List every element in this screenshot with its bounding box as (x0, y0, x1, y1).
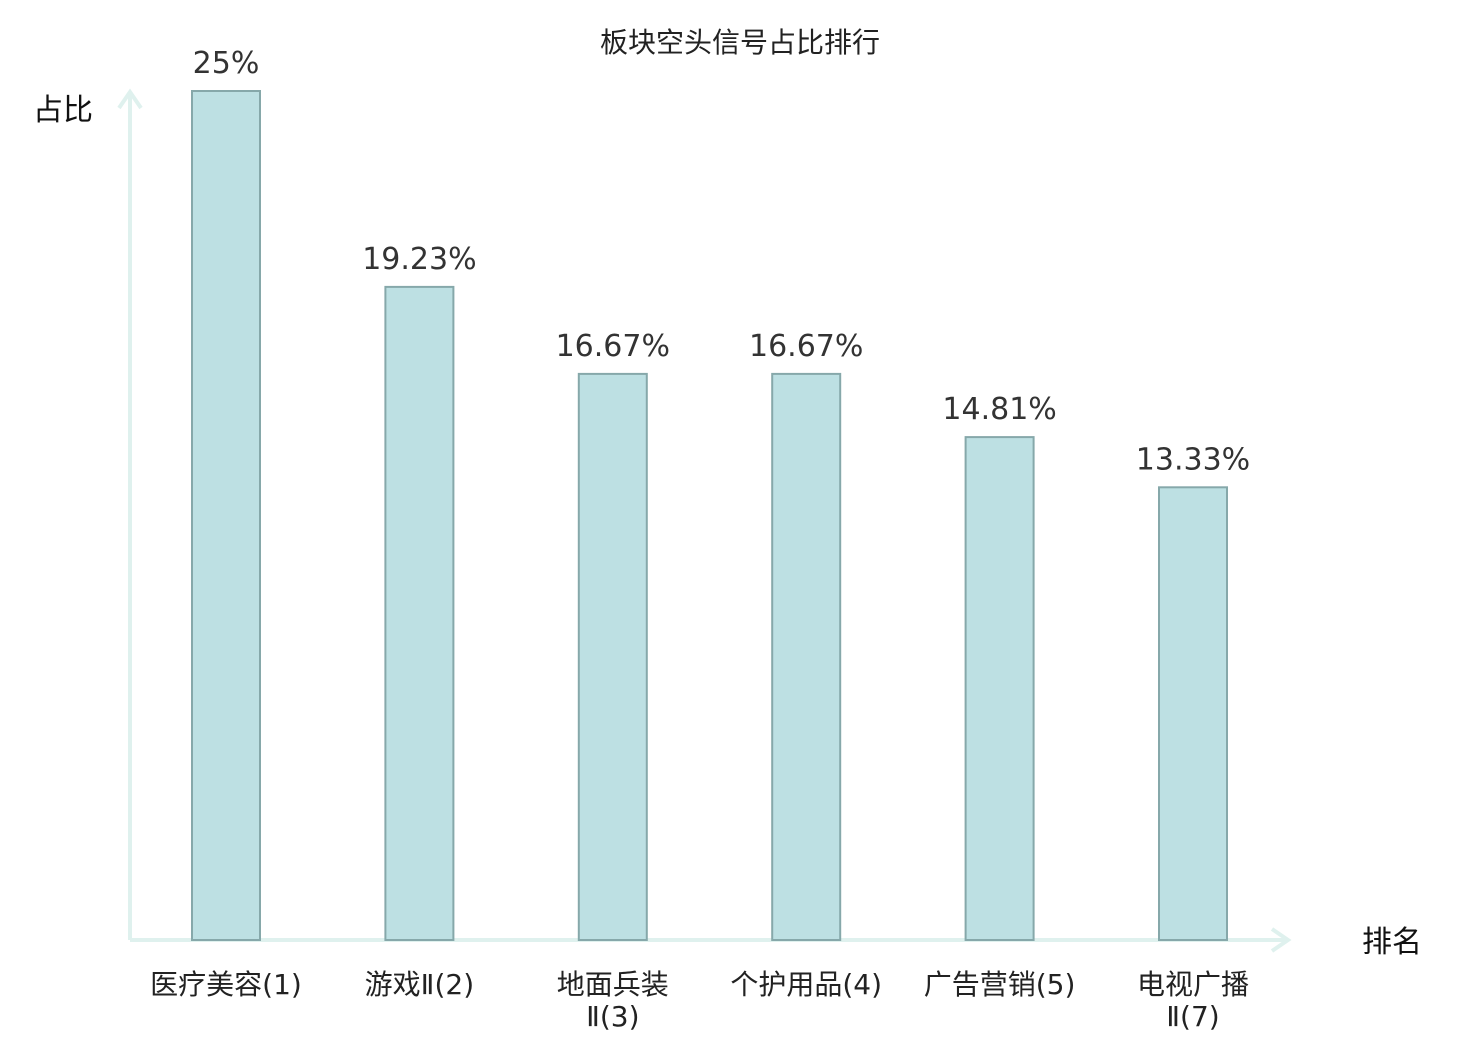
x-axis-arrow-icon (1270, 927, 1292, 953)
category-label-4: 个护用品(4) (730, 968, 882, 1001)
bar-5 (964, 436, 1035, 941)
bar-3 (577, 372, 648, 941)
category-label-line: 地面兵装 (557, 968, 669, 1001)
chart-title: 板块空头信号占比排行 (600, 26, 880, 59)
y-axis-label: 占比 (33, 93, 93, 128)
category-label-line: 医疗美容(1) (150, 968, 302, 1001)
category-label-5: 广告营销(5) (924, 968, 1076, 1001)
value-label-6: 13.33% (1136, 442, 1250, 477)
bar-6 (1158, 486, 1228, 941)
category-label-line: 电视广播 (1137, 968, 1249, 1001)
value-label-3: 16.67% (556, 329, 670, 364)
category-label-6: 电视广播 Ⅱ(7) (1137, 968, 1249, 1033)
axes (117, 88, 1292, 953)
x-axis-label: 排名 (1362, 925, 1422, 960)
category-label-line: 广告营销(5) (924, 968, 1076, 1001)
category-label-3: 地面兵装 Ⅱ(3) (557, 968, 669, 1033)
bar-1 (191, 90, 261, 941)
category-label-line: Ⅱ(3) (586, 1000, 639, 1033)
bar-2 (384, 285, 455, 941)
category-label-line: 游戏Ⅱ(2) (365, 968, 474, 1001)
bars-group (191, 90, 1228, 941)
category-label-line: Ⅱ(7) (1166, 1000, 1219, 1033)
bar-4 (771, 372, 842, 941)
value-label-2: 19.23% (362, 242, 476, 277)
category-label-2: 游戏Ⅱ(2) (365, 968, 474, 1001)
y-axis-arrow-icon (117, 88, 143, 110)
category-labels-group: 医疗美容(1) 游戏Ⅱ(2) 地面兵装 Ⅱ(3)个护用品(4) 广告营销(5) 电视广播 Ⅱ… (150, 968, 1249, 1033)
value-label-1: 25% (193, 46, 260, 81)
value-label-4: 16.67% (749, 329, 863, 364)
value-label-5: 14.81% (942, 392, 1056, 427)
category-label-line: 个护用品(4) (730, 968, 882, 1001)
value-labels-group: 25% 19.23% 16.67% 16.67% 14.81% 13.33% (193, 46, 1251, 477)
category-label-1: 医疗美容(1) (150, 968, 302, 1001)
